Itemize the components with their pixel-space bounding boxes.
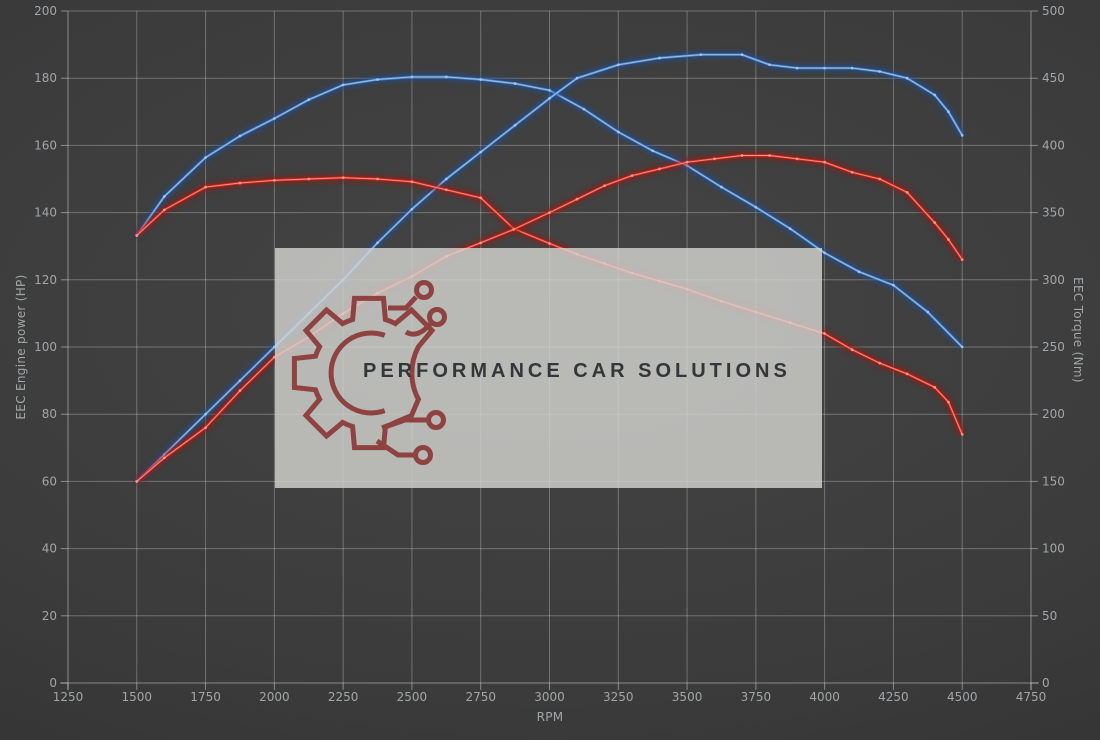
left-axis-title: EEC Engine power (HP) [14,274,28,420]
svg-text:0: 0 [1042,676,1050,690]
right-axis-title: EEC Torque (Nm) [1071,277,1085,383]
svg-text:0: 0 [49,676,57,690]
gear-outline [291,295,436,451]
svg-text:120: 120 [34,273,57,287]
svg-text:1250: 1250 [53,690,84,704]
svg-text:60: 60 [42,474,57,488]
gear-inner-arc [328,330,386,416]
axes [60,10,1039,690]
svg-text:3500: 3500 [672,690,703,704]
svg-text:3250: 3250 [603,690,634,704]
svg-text:500: 500 [1042,4,1065,18]
svg-text:50: 50 [1042,609,1057,623]
svg-text:150: 150 [1042,474,1065,488]
svg-text:200: 200 [1042,407,1065,421]
svg-text:40: 40 [42,542,57,556]
svg-text:250: 250 [1042,340,1065,354]
watermark-panel: PERFORMANCE CAR SOLUTIONS [275,248,822,488]
circuit-node-3 [426,410,446,430]
circuit-trace-4 [375,438,414,458]
brand-text: PERFORMANCE CAR SOLUTIONS [363,360,791,382]
circuit-node-1 [414,280,434,300]
svg-text:350: 350 [1042,206,1065,220]
circuit-node-4 [413,445,433,465]
svg-text:1500: 1500 [122,690,153,704]
svg-text:2750: 2750 [465,690,496,704]
svg-text:180: 180 [34,71,57,85]
circuit-trace-2 [404,321,433,337]
svg-text:450: 450 [1042,71,1065,85]
tick-labels: 1250 1500 1750 2000 2250 2500 2750 3000 3250 3500… [34,4,1065,704]
svg-text:300: 300 [1042,273,1065,287]
circuit-trace-3 [381,417,427,431]
svg-text:4000: 4000 [809,690,840,704]
svg-text:400: 400 [1042,138,1065,152]
svg-text:3750: 3750 [741,690,772,704]
svg-text:2500: 2500 [397,690,428,704]
svg-text:80: 80 [42,407,57,421]
svg-text:3000: 3000 [534,690,565,704]
svg-text:100: 100 [1042,542,1065,556]
svg-text:2000: 2000 [259,690,290,704]
svg-text:4250: 4250 [878,690,909,704]
x-axis-title: RPM [536,710,564,724]
svg-text:200: 200 [34,4,57,18]
svg-text:2250: 2250 [328,690,359,704]
svg-text:4500: 4500 [947,690,978,704]
gear-circuit-icon [291,280,447,465]
svg-text:1750: 1750 [190,690,221,704]
svg-text:20: 20 [42,609,57,623]
circuit-trace-1 [388,295,418,311]
blue-torque-curve [133,72,966,350]
circuit-node-2 [427,307,447,327]
svg-text:100: 100 [34,340,57,354]
svg-text:160: 160 [34,138,57,152]
svg-text:140: 140 [34,206,57,220]
svg-text:4750: 4750 [1016,690,1047,704]
